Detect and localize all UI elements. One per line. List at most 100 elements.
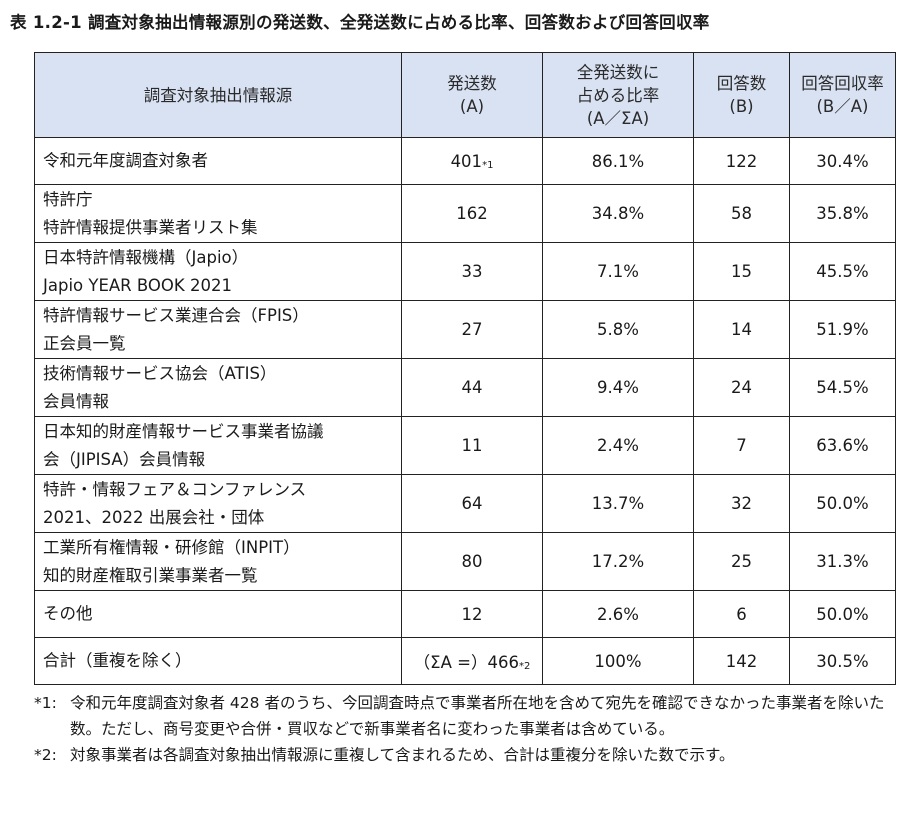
cell-source: 工業所有権情報・研修館（INPIT） 知的財産権取引業事業者一覧: [34, 532, 402, 591]
source-line: 令和元年度調査対象者: [43, 151, 208, 170]
table-row: 工業所有権情報・研修館（INPIT） 知的財産権取引業事業者一覧 80 17.2% 25…: [34, 532, 896, 591]
source-line: Japio YEAR BOOK 2021: [43, 275, 232, 295]
table-row: 日本特許情報機構（Japio） Japio YEAR BOOK 2021 33 7.1…: [34, 242, 896, 301]
cell-ratio: 2.6%: [542, 590, 694, 638]
cell-sent: 401*1: [401, 137, 543, 185]
footnotes: *1: 令和元年度調査対象者 428 者のうち、今回調査時点で事業者所在地を含め…: [34, 690, 904, 768]
footnote-mark: *2:: [34, 746, 57, 764]
source-line: 日本特許情報機構（Japio）: [43, 247, 249, 267]
cell-rate: 30.5%: [789, 637, 896, 685]
cell-responses: 15: [693, 242, 790, 301]
cell-responses: 24: [693, 358, 790, 417]
table-body: 令和元年度調査対象者 401*1 86.1% 122 30.4% 特許庁 特許情報提供事業者…: [34, 137, 896, 685]
cell-sent: 44: [401, 358, 543, 417]
header-ratio: 全発送数に 占める比率 (A／ΣA): [542, 52, 694, 138]
cell-sent: 33: [401, 242, 543, 301]
table-title: 表 1.2-1 調査対象抽出情報源別の発送数、全発送数に占める比率、回答数および…: [10, 13, 710, 32]
cell-source: 特許・情報フェア＆コンファレンス 2021、2022 出展会社・団体: [34, 474, 402, 533]
source-line: 特許情報サービス業連合会（FPIS）: [43, 305, 309, 325]
cell-rate: 30.4%: [789, 137, 896, 185]
cell-sent: 64: [401, 474, 543, 533]
cell-rate: 54.5%: [789, 358, 896, 417]
cell-ratio: 7.1%: [542, 242, 694, 301]
cell-ratio: 17.2%: [542, 532, 694, 591]
cell-sent: 162: [401, 184, 543, 243]
cell-source: 技術情報サービス協会（ATIS） 会員情報: [34, 358, 402, 417]
cell-ratio: 2.4%: [542, 416, 694, 475]
footnote: *2: 対象事業者は各調査対象抽出情報源に重複して含まれるため、合計は重複分を除…: [34, 742, 904, 768]
source-line: 工業所有権情報・研修館（INPIT）: [43, 537, 300, 557]
cell-source: 日本知的財産情報サービス事業者協議 会（JIPISA）会員情報: [34, 416, 402, 475]
cell-responses: 6: [693, 590, 790, 638]
table-row: その他 12 2.6% 6 50.0%: [34, 590, 896, 638]
table-row: 技術情報サービス協会（ATIS） 会員情報 44 9.4% 24 54.5%: [34, 358, 896, 417]
sent-value: 12: [461, 604, 483, 624]
cell-responses: 142: [693, 637, 790, 685]
table-row: 令和元年度調査対象者 401*1 86.1% 122 30.4%: [34, 137, 896, 185]
source-line: 正会員一覧: [43, 333, 126, 353]
survey-source-table: 調査対象抽出情報源 発送数 (A) 全発送数に 占める比率 (A／ΣA) 回答数…: [34, 52, 896, 685]
cell-rate: 31.3%: [789, 532, 896, 591]
cell-ratio: 5.8%: [542, 300, 694, 359]
source-line: その他: [43, 604, 93, 623]
footnote-ref: *2: [518, 661, 531, 672]
cell-ratio: 13.7%: [542, 474, 694, 533]
cell-rate: 50.0%: [789, 590, 896, 638]
cell-rate: 50.0%: [789, 474, 896, 533]
cell-responses: 122: [693, 137, 790, 185]
cell-responses: 32: [693, 474, 790, 533]
sent-value: （ΣA =）466: [413, 653, 519, 672]
source-line: 技術情報サービス協会（ATIS）: [43, 363, 277, 383]
cell-source: 令和元年度調査対象者: [34, 137, 402, 185]
source-line: 知的財産権取引業事業者一覧: [43, 565, 258, 585]
cell-sent: 80: [401, 532, 543, 591]
sent-value: 80: [461, 552, 483, 571]
source-line: 合計（重複を除く）: [43, 651, 192, 670]
cell-responses: 14: [693, 300, 790, 359]
source-line: 特許情報提供事業者リスト集: [43, 217, 258, 237]
cell-source: その他: [34, 590, 402, 638]
header-row: 調査対象抽出情報源 発送数 (A) 全発送数に 占める比率 (A／ΣA) 回答数…: [34, 52, 896, 138]
table-row: 特許情報サービス業連合会（FPIS） 正会員一覧 27 5.8% 14 51.9%: [34, 300, 896, 359]
cell-sent: 12: [401, 590, 543, 638]
cell-rate: 45.5%: [789, 242, 896, 301]
table-row: 特許・情報フェア＆コンファレンス 2021、2022 出展会社・団体 64 13.7%…: [34, 474, 896, 533]
sent-value: 162: [456, 204, 488, 223]
table-row: 特許庁特許情報提供事業者リスト集 162 34.8% 58 35.8%: [34, 184, 896, 243]
table-row: 合計（重複を除く） （ΣA =）466*2 100% 142 30.5%: [34, 637, 896, 685]
cell-source: 日本特許情報機構（Japio） Japio YEAR BOOK 2021: [34, 242, 402, 301]
footnote-text: 令和元年度調査対象者 428 者のうち、今回調査時点で事業者所在地を含めて宛先を…: [70, 694, 885, 738]
sent-value: 11: [461, 436, 483, 455]
cell-source: 合計（重複を除く）: [34, 637, 402, 685]
cell-responses: 58: [693, 184, 790, 243]
header-responses: 回答数 (B): [693, 52, 790, 138]
source-line: 会員情報: [43, 391, 109, 411]
sent-value: 33: [461, 262, 483, 281]
cell-responses: 25: [693, 532, 790, 591]
cell-ratio: 9.4%: [542, 358, 694, 417]
cell-responses: 7: [693, 416, 790, 475]
source-line: 特許庁: [43, 189, 93, 209]
footnote-text: 対象事業者は各調査対象抽出情報源に重複して含まれるため、合計は重複分を除いた数で…: [70, 746, 735, 764]
footnote-mark: *1:: [34, 694, 57, 712]
cell-rate: 51.9%: [789, 300, 896, 359]
cell-ratio: 100%: [542, 637, 694, 685]
footnote-ref: *1: [482, 159, 494, 171]
source-line: 日本知的財産情報サービス事業者協議: [43, 421, 324, 441]
cell-ratio: 86.1%: [542, 137, 694, 185]
source-line: 2021、2022 出展会社・団体: [43, 507, 265, 527]
cell-rate: 35.8%: [789, 184, 896, 243]
cell-sent: （ΣA =）466*2: [401, 637, 543, 685]
header-source: 調査対象抽出情報源: [34, 52, 402, 138]
cell-sent: 11: [401, 416, 543, 475]
source-line: 会（JIPISA）会員情報: [43, 449, 206, 469]
sent-value: 27: [461, 320, 483, 339]
cell-ratio: 34.8%: [542, 184, 694, 243]
cell-sent: 27: [401, 300, 543, 359]
cell-source: 特許庁特許情報提供事業者リスト集: [34, 184, 402, 243]
table-row: 日本知的財産情報サービス事業者協議 会（JIPISA）会員情報 11 2.4% 7 63.…: [34, 416, 896, 475]
sent-value: 64: [461, 494, 483, 513]
source-line: 特許・情報フェア＆コンファレンス: [43, 479, 307, 499]
sent-value: 401: [450, 151, 483, 171]
cell-source: 特許情報サービス業連合会（FPIS） 正会員一覧: [34, 300, 402, 359]
